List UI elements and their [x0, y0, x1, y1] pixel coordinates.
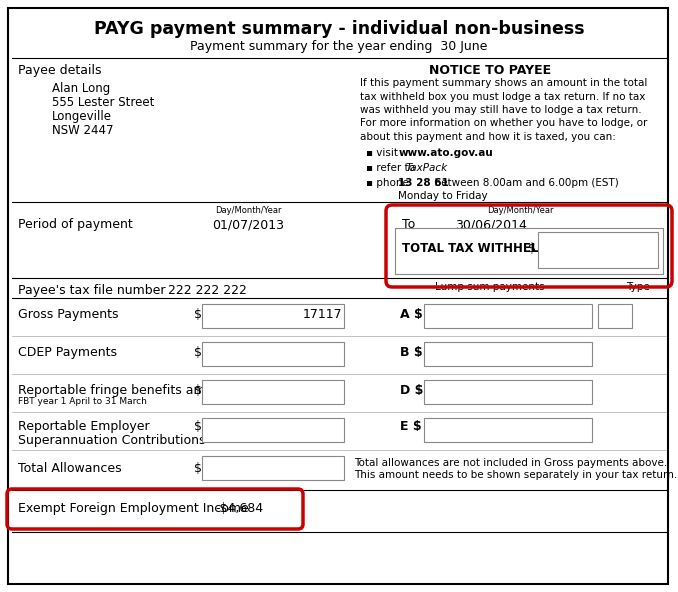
- Text: $: $: [528, 242, 536, 255]
- Text: 222 222 222: 222 222 222: [168, 284, 247, 297]
- Text: Day/Month/Year: Day/Month/Year: [487, 206, 553, 215]
- Text: 30/06/2014: 30/06/2014: [455, 218, 527, 231]
- Bar: [202, 456, 344, 480]
- Text: Payment summary for the year ending  30 June: Payment summary for the year ending 30 J…: [191, 40, 487, 53]
- Text: 17117: 17117: [302, 308, 342, 321]
- Text: For more information on whether you have to lodge, or
about this payment and how: For more information on whether you have…: [360, 118, 647, 141]
- Text: Longeville: Longeville: [52, 110, 112, 123]
- Text: Type: Type: [626, 282, 650, 292]
- Text: -$4,684: -$4,684: [215, 502, 263, 515]
- Text: B $: B $: [400, 346, 422, 359]
- Bar: [424, 418, 592, 442]
- Bar: [202, 380, 344, 404]
- Text: Alan Long: Alan Long: [52, 82, 111, 95]
- Text: ▪ visit: ▪ visit: [366, 148, 405, 158]
- Text: $: $: [194, 420, 202, 433]
- Text: TOTAL TAX WITHHELD: TOTAL TAX WITHHELD: [402, 242, 548, 255]
- Text: Superannuation Contributions: Superannuation Contributions: [18, 434, 205, 447]
- Bar: [424, 342, 592, 366]
- Text: Monday to Friday: Monday to Friday: [398, 191, 487, 201]
- Text: Gross Payments: Gross Payments: [18, 308, 119, 321]
- Text: Lump sum payments: Lump sum payments: [435, 282, 545, 292]
- Text: ▪ phone: ▪ phone: [366, 178, 412, 188]
- Text: 555 Lester Street: 555 Lester Street: [52, 96, 155, 109]
- Text: $: $: [194, 346, 202, 359]
- Bar: [202, 304, 344, 328]
- Text: between 8.00am and 6.00pm (EST): between 8.00am and 6.00pm (EST): [428, 178, 619, 188]
- Text: A $: A $: [400, 308, 423, 321]
- Text: $: $: [194, 384, 202, 397]
- Text: $: $: [194, 462, 202, 475]
- Bar: [424, 304, 592, 328]
- Text: NOTICE TO PAYEE: NOTICE TO PAYEE: [429, 64, 551, 77]
- Bar: [598, 304, 632, 328]
- Text: PAYG payment summary - individual non-business: PAYG payment summary - individual non-bu…: [94, 20, 584, 38]
- Text: To: To: [402, 218, 415, 231]
- Text: 01/07/2013: 01/07/2013: [212, 218, 284, 231]
- Bar: [424, 380, 592, 404]
- Text: Payee's tax file number: Payee's tax file number: [18, 284, 165, 297]
- Bar: [202, 342, 344, 366]
- Text: TaxPack: TaxPack: [406, 163, 448, 173]
- Text: NSW 2447: NSW 2447: [52, 124, 113, 137]
- Bar: [538, 232, 658, 268]
- Text: Period of payment: Period of payment: [18, 218, 133, 231]
- Text: FBT year 1 April to 31 March: FBT year 1 April to 31 March: [18, 397, 147, 406]
- Text: Exempt Foreign Employment Income: Exempt Foreign Employment Income: [18, 502, 249, 515]
- Text: Reportable Employer: Reportable Employer: [18, 420, 150, 433]
- Text: Reportable fringe benefits amount: Reportable fringe benefits amount: [18, 384, 234, 397]
- Text: Day/Month/Year: Day/Month/Year: [215, 206, 281, 215]
- Text: E $: E $: [400, 420, 422, 433]
- Text: CDEP Payments: CDEP Payments: [18, 346, 117, 359]
- Bar: [202, 418, 344, 442]
- Text: $: $: [194, 308, 202, 321]
- Text: Total allowances are not included in Gross payments above.: Total allowances are not included in Gro…: [354, 458, 667, 468]
- Text: This amount needs to be shown separately in your tax return.: This amount needs to be shown separately…: [354, 470, 677, 480]
- Text: D $: D $: [400, 384, 423, 397]
- Text: www.ato.gov.au: www.ato.gov.au: [399, 148, 494, 158]
- Bar: [395, 228, 663, 274]
- Text: If this payment summary shows an amount in the total
tax withheld box you must l: If this payment summary shows an amount …: [360, 78, 647, 115]
- Text: Payee details: Payee details: [18, 64, 102, 77]
- Text: Total Allowances: Total Allowances: [18, 462, 121, 475]
- Text: 13 28 61: 13 28 61: [398, 178, 449, 188]
- Text: ▪ refer to: ▪ refer to: [366, 163, 418, 173]
